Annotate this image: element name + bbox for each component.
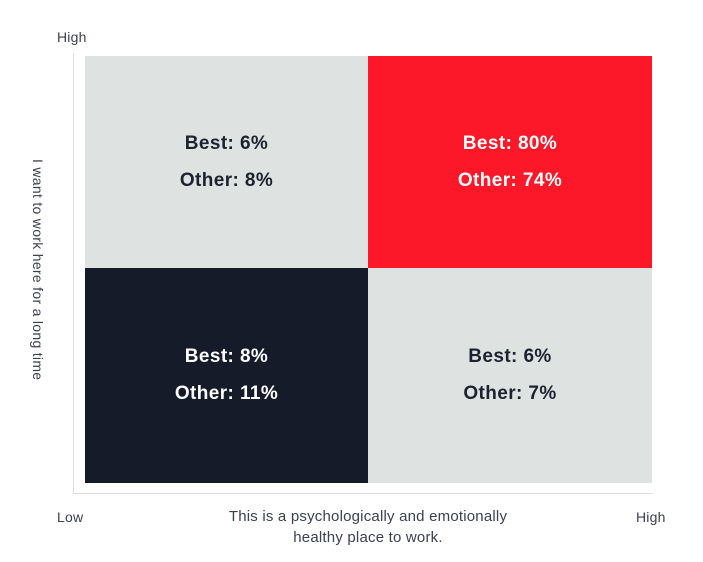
other-value-label: Other: 7%: [463, 383, 557, 404]
origin-low-label: Low: [57, 509, 84, 525]
best-value-label: Best: 6%: [468, 346, 552, 367]
best-value-label: Best: 8%: [184, 346, 269, 367]
quadrant-bottom-left: Best: 8% Other: 11%: [85, 268, 368, 483]
other-value-label: Other: 74%: [457, 169, 563, 191]
y-axis-high-label: High: [57, 29, 87, 45]
x-axis-line: [73, 493, 653, 494]
y-axis-title: I want to work here for a long time: [30, 158, 46, 381]
quadrant-grid: Best: 6% Other: 8% Best: 80% Other: 74% …: [85, 56, 652, 483]
best-value-label: Best: 80%: [462, 132, 558, 154]
x-axis-caption: This is a psychologically and emotionall…: [178, 506, 558, 548]
y-axis-line: [73, 53, 74, 493]
x-axis-caption-line1: This is a psychologically and emotionall…: [228, 508, 508, 525]
other-value-label: Other: 8%: [179, 169, 274, 191]
quadrant-top-left: Best: 6% Other: 8%: [85, 56, 368, 268]
quadrant-top-right: Best: 80% Other: 74%: [368, 56, 652, 268]
x-axis-caption-line2: healthy place to work.: [293, 529, 443, 546]
other-value-label: Other: 11%: [174, 383, 279, 404]
quadrant-bottom-right: Best: 6% Other: 7%: [368, 268, 652, 483]
best-value-label: Best: 6%: [184, 132, 269, 154]
x-axis-high-label: High: [636, 509, 666, 525]
